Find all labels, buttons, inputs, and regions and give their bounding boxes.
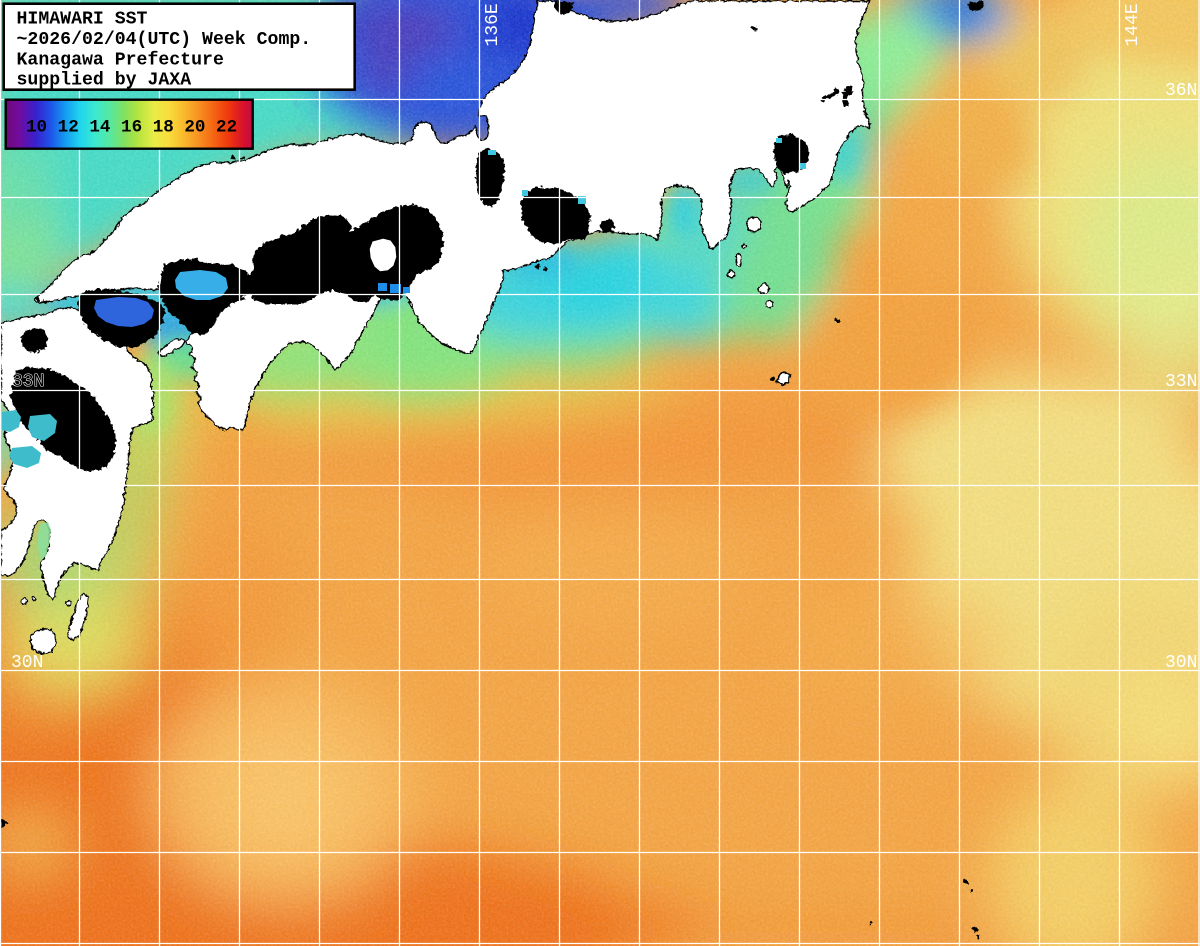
svg-text:144E: 144E [1123, 3, 1143, 46]
svg-text:10 12 14 16 18 20 22: 10 12 14 16 18 20 22 [26, 118, 237, 138]
svg-text:30N: 30N [11, 653, 43, 673]
svg-text:36N: 36N [1165, 81, 1197, 101]
svg-text:HIMAWARI SST: HIMAWARI SST [17, 10, 148, 30]
svg-text:33N: 33N [12, 372, 44, 392]
svg-text:136E: 136E [483, 3, 503, 46]
svg-text:33N: 33N [1165, 372, 1197, 392]
svg-text:30N: 30N [1165, 653, 1197, 673]
svg-text:~2026/02/04(UTC) Week Comp.: ~2026/02/04(UTC) Week Comp. [17, 30, 312, 50]
svg-text:Kanagawa Prefecture: Kanagawa Prefecture [17, 51, 224, 71]
svg-text:supplied by JAXA: supplied by JAXA [17, 70, 192, 90]
